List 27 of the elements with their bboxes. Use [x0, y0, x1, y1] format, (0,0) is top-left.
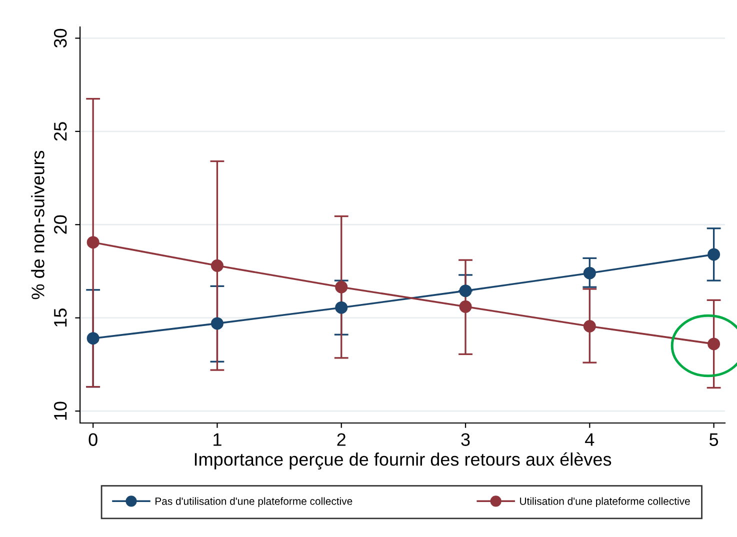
- x-tick-label: 0: [88, 433, 98, 446]
- point: [86, 332, 100, 345]
- point: [459, 284, 472, 298]
- y-tick-label: 15: [54, 308, 67, 327]
- y-tick-label: 30: [54, 28, 67, 48]
- x-axis-title: Importance perçue de fournir des retours aux élèves: [194, 452, 612, 470]
- x-tick-label: 4: [585, 433, 594, 446]
- point: [210, 317, 224, 330]
- point: [708, 248, 720, 261]
- point: [86, 236, 100, 249]
- x-tick-label: 5: [710, 433, 718, 446]
- x-tick-label: 3: [461, 433, 470, 446]
- x-tick-label: 2: [337, 433, 346, 446]
- point: [583, 320, 596, 332]
- legend-label: Pas d'utilisation d'une plateforme collective: [156, 497, 352, 507]
- point: [583, 266, 596, 280]
- point: [210, 259, 224, 272]
- point: [335, 280, 348, 294]
- legend-label: Utilisation d'une plateforme collective: [520, 497, 690, 507]
- x-tick-label: 1: [214, 433, 222, 446]
- point: [459, 300, 472, 313]
- y-tick-label: 25: [54, 122, 67, 141]
- y-axis-title: % de non-suiveurs: [31, 150, 44, 300]
- point: [708, 338, 720, 350]
- y-tick-label: 20: [54, 215, 67, 234]
- point: [335, 301, 348, 314]
- y-tick-label: 10: [54, 402, 67, 420]
